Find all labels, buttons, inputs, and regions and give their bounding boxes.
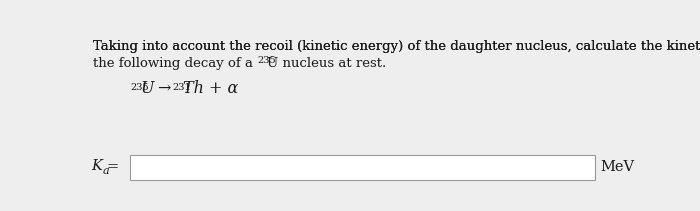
Text: U: U xyxy=(140,80,154,97)
Text: =: = xyxy=(107,160,119,174)
Text: Th + α: Th + α xyxy=(183,80,238,97)
Text: Taking into account the recoil (kinetic energy) of the daughter nucleus, calcula: Taking into account the recoil (kinetic … xyxy=(93,40,700,53)
Text: K: K xyxy=(92,159,102,173)
FancyBboxPatch shape xyxy=(130,156,595,180)
Text: Taking into account the recoil (kinetic energy) of the daughter nucleus, calcula: Taking into account the recoil (kinetic … xyxy=(93,40,700,53)
Text: 235: 235 xyxy=(130,83,148,92)
Text: MeV: MeV xyxy=(601,160,635,174)
Text: →: → xyxy=(157,80,170,97)
Text: 231: 231 xyxy=(172,83,191,92)
Text: 235: 235 xyxy=(257,55,276,65)
Text: the following decay of a: the following decay of a xyxy=(93,57,257,70)
Text: a: a xyxy=(102,166,109,176)
Text: U nucleus at rest.: U nucleus at rest. xyxy=(267,57,386,70)
